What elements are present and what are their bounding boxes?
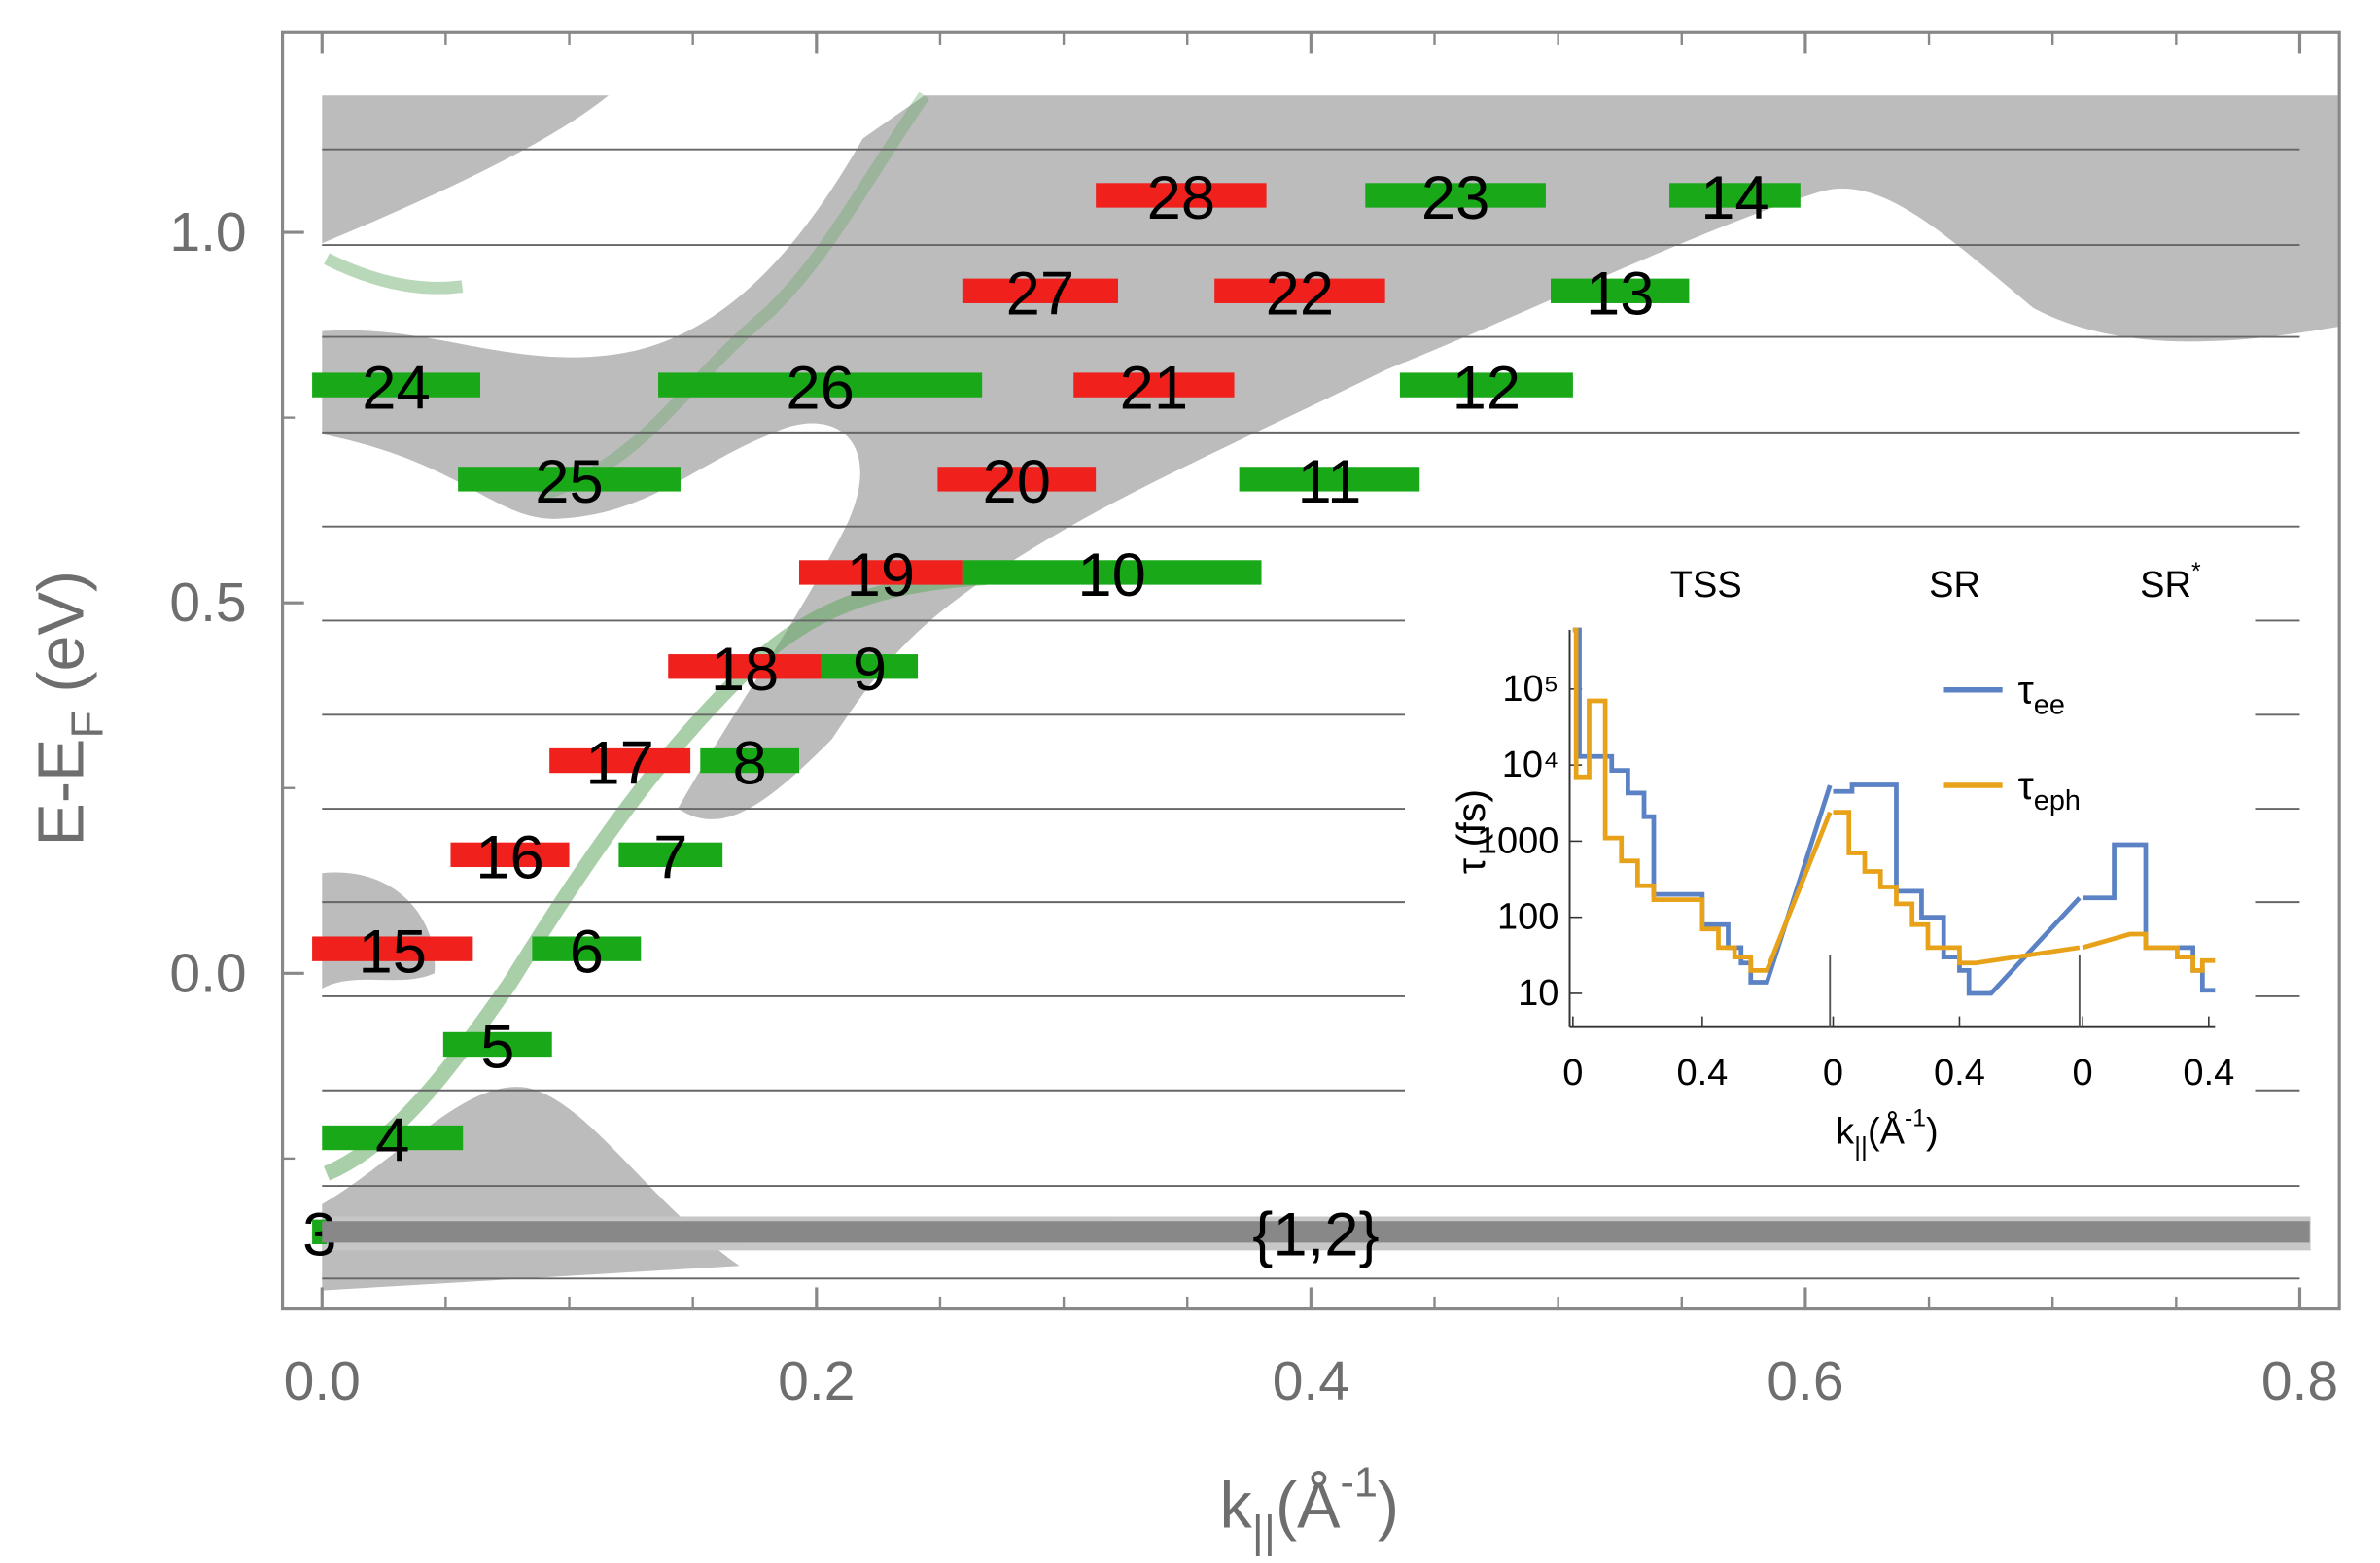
level-bar — [821, 654, 919, 679]
level-bar — [1399, 372, 1573, 398]
level-bar — [312, 372, 480, 398]
level-label: {1,2} — [1252, 1200, 1379, 1268]
level-bar — [1214, 278, 1385, 303]
level-bar — [450, 842, 570, 868]
level-label: 23 — [1421, 164, 1489, 232]
y-tick-label: 10⁴ — [1502, 745, 1559, 785]
level-bar — [1096, 183, 1267, 208]
level-label: 13 — [1586, 260, 1654, 328]
x-tick-label: 0 — [1562, 1053, 1583, 1094]
data-line — [2082, 931, 2216, 973]
level-label: 27 — [1006, 260, 1074, 328]
y-tick-label: 10⁵ — [1502, 669, 1558, 710]
level-bar — [322, 1221, 2310, 1243]
level-bar — [668, 654, 822, 679]
level-label: 10 — [1077, 541, 1145, 609]
level-label: 5 — [480, 1014, 514, 1082]
y-tick-label: 0.0 — [169, 942, 246, 1004]
y-tick-label: 1000 — [1477, 820, 1559, 861]
level-label: 19 — [847, 541, 915, 609]
data-line — [1833, 782, 2082, 996]
inset-plot: 10 100 1000 10⁴ 10⁵ TSS 0 0.4 SR 0 0.4 SR* 0 0.4 τee τe… — [1405, 531, 2256, 1171]
level-bar — [442, 1031, 552, 1058]
y-tick-label: 1.0 — [169, 201, 246, 263]
level-bar — [799, 560, 962, 585]
level-bar — [962, 278, 1119, 303]
x-tick-label: 0.4 — [2183, 1053, 2234, 1094]
panel-title: SR — [1929, 565, 1980, 606]
y-tick-label: 0.5 — [169, 572, 246, 634]
level-bar — [700, 747, 800, 774]
y-axis-label: E-EF (eV) — [26, 571, 113, 846]
x-tick-label: 0.6 — [1767, 1350, 1843, 1412]
level-bar — [1073, 372, 1235, 398]
y-tick-label: 10 — [1518, 973, 1558, 1014]
level-label: 4 — [375, 1107, 409, 1175]
level-label: 16 — [475, 824, 543, 892]
level-label: 9 — [853, 636, 887, 704]
main-plot: 24 25 26 27 28 23 14 22 13 21 12 20 11 19 10 18 9 17 8 16 7 1… — [26, 30, 2341, 1556]
level-bar — [1551, 278, 1690, 303]
surface-state — [537, 91, 929, 503]
y-axis-label: τ (fs) — [1449, 789, 1493, 874]
level-label: 20 — [983, 448, 1051, 516]
x-tick-label: 0 — [1823, 1053, 1843, 1094]
level-label: 6 — [570, 918, 604, 986]
panel-title: SR* — [2140, 559, 2201, 606]
y-tick-label: 100 — [1497, 897, 1558, 938]
level-bar — [1365, 183, 1546, 208]
level-label: 26 — [786, 354, 854, 422]
level-bar — [458, 467, 681, 492]
x-tick-label: 0.0 — [284, 1350, 361, 1412]
level-label: 22 — [1266, 260, 1334, 328]
x-tick-label: 0.2 — [778, 1350, 855, 1412]
x-tick-label: 0.4 — [1934, 1053, 1985, 1094]
x-axis-label: k||(Å-1) — [1836, 1105, 1939, 1161]
level-bar — [618, 842, 723, 868]
level-label: 24 — [362, 354, 430, 422]
x-tick-label: 0.4 — [1273, 1350, 1349, 1412]
level-label: 11 — [1298, 448, 1362, 516]
level-label: 7 — [653, 824, 687, 892]
level-bar — [962, 560, 1262, 585]
legend-label: τee — [2018, 668, 2065, 721]
level-label: 15 — [358, 918, 426, 986]
level-bar — [549, 747, 691, 774]
panel-title: TSS — [1670, 565, 1742, 606]
level-label: 8 — [733, 730, 767, 798]
level-label: 12 — [1452, 354, 1521, 422]
level-bar — [312, 936, 473, 961]
level-bar — [532, 936, 642, 961]
surface-state — [323, 570, 987, 1181]
level-label: 21 — [1120, 354, 1188, 422]
x-tick-label: 0.4 — [1676, 1053, 1728, 1094]
x-tick-label: 0.8 — [2261, 1350, 2338, 1412]
band — [322, 95, 2340, 819]
surface-state — [324, 253, 464, 295]
level-label: 14 — [1700, 164, 1768, 232]
x-tick-label: 0 — [2073, 1053, 2093, 1094]
level-label: 17 — [585, 730, 653, 798]
level-bar — [1239, 467, 1420, 492]
data-line — [1572, 627, 1833, 973]
legend-label: τeph — [2018, 763, 2081, 816]
x-axis-label: k||(Å-1) — [1219, 1459, 1399, 1556]
band — [322, 95, 609, 244]
level-bar — [658, 372, 983, 398]
data-line — [1833, 810, 2081, 966]
level-label: 25 — [535, 448, 603, 516]
level-bar — [1669, 183, 1801, 208]
level-label: 28 — [1147, 164, 1215, 232]
level-bar — [937, 467, 1097, 492]
level-bar — [322, 1125, 464, 1151]
level-label: 18 — [711, 636, 779, 704]
